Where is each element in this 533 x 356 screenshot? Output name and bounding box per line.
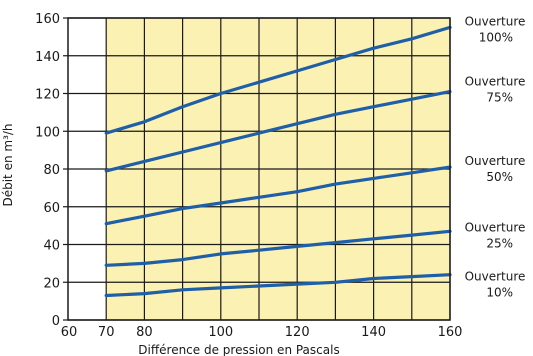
y-tick-label: 100 (35, 125, 60, 140)
x-tick-label: 120 (285, 325, 310, 340)
series-label: 25% (486, 236, 513, 250)
x-tick-labels: 60 70 80 100 120 140 160 (61, 325, 463, 340)
y-tick-label: 80 (43, 163, 60, 178)
series-line (104, 90, 452, 173)
series-lines (104, 25, 452, 298)
series-label: 50% (486, 170, 513, 184)
y-tick-label: 160 (35, 12, 60, 27)
series-labels: Ouverture 100% Ouverture 75% Ouverture 50% Ouv… (465, 14, 526, 299)
series-label: Ouverture (465, 14, 526, 28)
series-line (104, 229, 452, 267)
x-tick-label: 160 (438, 325, 463, 340)
x-tick-label: 140 (361, 325, 386, 340)
y-tick-label: 20 (43, 276, 60, 291)
series-label: Ouverture (465, 75, 526, 89)
series-label: Ouverture (465, 154, 526, 168)
y-tick-label: 120 (35, 88, 60, 103)
series-line (104, 273, 452, 298)
y-tick-label: 0 (52, 314, 60, 329)
series-line (104, 25, 452, 135)
series-line (104, 165, 452, 226)
x-tick-label: 100 (208, 325, 233, 340)
x-axis-title: Différence de pression en Pascals (138, 343, 339, 356)
series-label: Ouverture (465, 220, 526, 234)
x-tick-label: 80 (136, 325, 153, 340)
x-tick-label: 60 (61, 325, 78, 340)
series-label: 10% (486, 286, 513, 300)
y-tick-label: 140 (35, 50, 60, 65)
y-tick-labels: 0 20 40 60 80 100 120 140 160 (35, 12, 60, 329)
y-tick-label: 60 (43, 201, 60, 216)
series-label: 75% (486, 91, 513, 105)
axes (63, 17, 451, 321)
y-axis-title: Débit en m³/h (1, 123, 15, 206)
x-tick-label: 70 (98, 325, 115, 340)
series-label: Ouverture (465, 270, 526, 284)
series-label: 100% (479, 30, 513, 44)
y-tick-label: 40 (43, 239, 60, 254)
